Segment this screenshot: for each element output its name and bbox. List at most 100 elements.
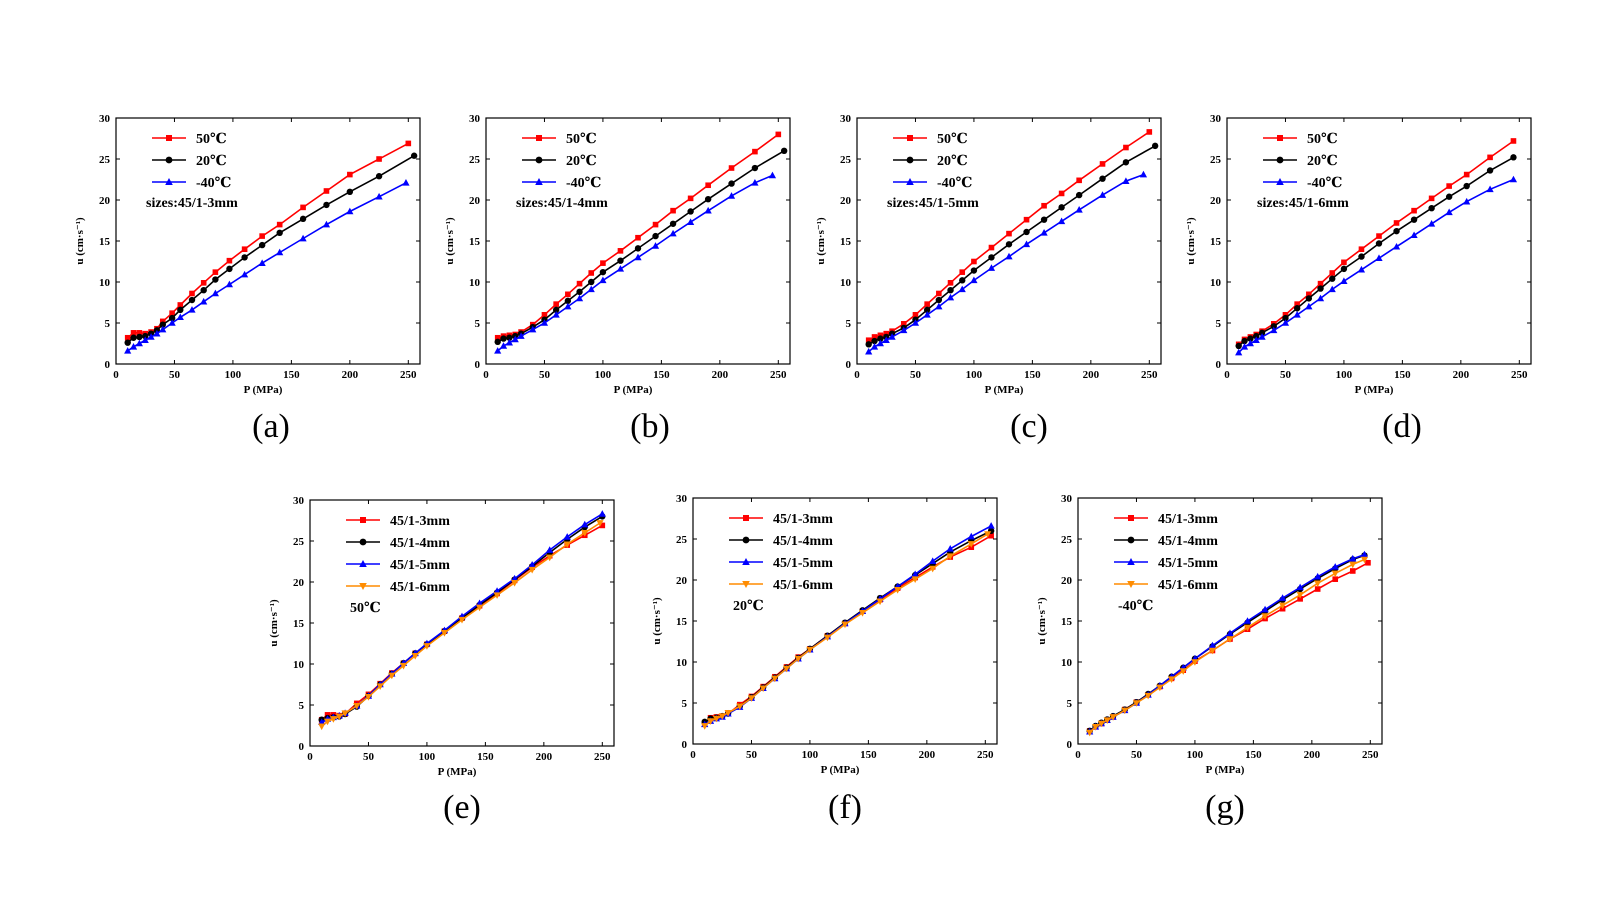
data-point bbox=[147, 333, 155, 340]
data-point bbox=[911, 319, 920, 326]
data-point bbox=[212, 276, 219, 283]
data-point bbox=[929, 565, 937, 573]
legend-item: 45/1-6mm bbox=[346, 580, 450, 595]
x-tick-label: 250 bbox=[594, 751, 611, 763]
data-point bbox=[1294, 301, 1300, 307]
data-point bbox=[494, 338, 501, 346]
legend-label: -40℃ bbox=[566, 176, 602, 191]
x-tick-label: 200 bbox=[712, 369, 729, 381]
data-point bbox=[323, 201, 330, 209]
data-point bbox=[494, 334, 501, 341]
y-tick-label: 25 bbox=[99, 154, 111, 166]
data-point bbox=[1058, 204, 1065, 211]
data-point bbox=[376, 156, 382, 162]
x-tick-label: 150 bbox=[1394, 369, 1411, 381]
data-point bbox=[1151, 142, 1159, 150]
panel-annotation: sizes:45/1-5mm bbox=[887, 196, 979, 211]
y-tick-label: 0 bbox=[475, 359, 481, 371]
y-tick-label: 15 bbox=[99, 236, 111, 248]
data-point bbox=[511, 580, 519, 587]
data-point bbox=[967, 541, 975, 548]
x-tick-label: 50 bbox=[1131, 749, 1143, 761]
data-point bbox=[635, 234, 641, 241]
data-point bbox=[1509, 175, 1518, 183]
legend-item: 45/1-5mm bbox=[1114, 556, 1218, 571]
data-point bbox=[1282, 312, 1289, 318]
data-point bbox=[1040, 229, 1048, 236]
data-point bbox=[1270, 323, 1277, 330]
x-axis-label: P (MPa) bbox=[438, 766, 477, 778]
data-point bbox=[200, 280, 207, 286]
data-point bbox=[1305, 295, 1313, 302]
data-point bbox=[130, 330, 137, 336]
data-point bbox=[1208, 641, 1217, 649]
data-point bbox=[135, 339, 143, 347]
legend-label: -40℃ bbox=[937, 176, 973, 191]
x-axis-label: P (MPa) bbox=[1206, 764, 1245, 776]
data-point bbox=[1270, 326, 1278, 334]
data-point bbox=[971, 258, 977, 265]
data-point bbox=[1340, 277, 1348, 284]
data-point bbox=[600, 260, 606, 266]
data-point bbox=[759, 685, 767, 693]
data-point bbox=[1463, 171, 1470, 178]
data-point bbox=[1296, 591, 1304, 599]
data-point bbox=[129, 342, 138, 350]
data-point bbox=[1329, 275, 1336, 282]
x-tick-label: 150 bbox=[1024, 369, 1041, 381]
y-axis-label: u (cm·s⁻¹) bbox=[268, 599, 280, 647]
data-point bbox=[259, 233, 265, 239]
data-point bbox=[159, 325, 167, 333]
x-tick-label: 150 bbox=[860, 749, 877, 761]
data-point bbox=[124, 334, 131, 341]
data-point bbox=[153, 329, 161, 337]
data-point bbox=[552, 306, 560, 314]
y-tick-label: 25 bbox=[840, 154, 852, 166]
panel-d: 0 50 100 150 200 250 0 5 10 15 20 25 30 P (MPa) u (cm·… bbox=[1185, 113, 1532, 445]
data-point bbox=[375, 173, 383, 180]
data-point bbox=[1360, 556, 1369, 564]
panel-f: 0 50 100 150 200 250 0 5 10 15 20 25 30 P (MPa) u (cm·… bbox=[651, 493, 998, 826]
data-point bbox=[1005, 241, 1013, 248]
data-point bbox=[947, 287, 954, 294]
data-point bbox=[970, 276, 978, 284]
y-tick-label: 0 bbox=[1216, 359, 1222, 371]
data-point bbox=[335, 713, 343, 721]
data-point bbox=[575, 294, 584, 302]
x-tick-label: 250 bbox=[400, 369, 417, 381]
y-tick-label: 30 bbox=[1061, 493, 1073, 505]
data-point bbox=[1317, 285, 1324, 292]
data-point bbox=[494, 347, 502, 354]
legend-label: -40℃ bbox=[196, 176, 232, 191]
legend-marker bbox=[1276, 156, 1284, 164]
legend-label: 45/1-3mm bbox=[390, 514, 450, 529]
data-point bbox=[794, 655, 802, 663]
x-tick-label: 100 bbox=[966, 369, 983, 381]
x-tick-label: 50 bbox=[746, 749, 758, 761]
legend-marker bbox=[166, 135, 172, 141]
data-point bbox=[323, 188, 330, 194]
data-point bbox=[405, 140, 412, 147]
data-point bbox=[988, 244, 995, 251]
series-3 bbox=[318, 520, 604, 731]
data-point bbox=[241, 270, 249, 278]
data-point bbox=[705, 182, 711, 189]
data-point bbox=[704, 206, 712, 214]
data-point bbox=[546, 554, 554, 562]
data-point bbox=[329, 716, 337, 723]
data-point bbox=[276, 221, 283, 228]
data-point bbox=[241, 246, 248, 252]
data-point bbox=[188, 306, 196, 313]
y-tick-label: 30 bbox=[840, 113, 852, 125]
x-tick-label: 200 bbox=[342, 369, 359, 381]
legend-item: 50℃ bbox=[1263, 132, 1338, 147]
data-point bbox=[399, 662, 408, 670]
data-point bbox=[318, 718, 326, 726]
data-point bbox=[511, 574, 519, 582]
data-point bbox=[670, 207, 676, 214]
y-tick-label: 30 bbox=[676, 493, 688, 505]
data-point bbox=[1208, 647, 1217, 655]
data-point bbox=[1349, 561, 1357, 569]
panel-caption: (c) bbox=[1010, 408, 1048, 445]
data-point bbox=[300, 204, 306, 211]
